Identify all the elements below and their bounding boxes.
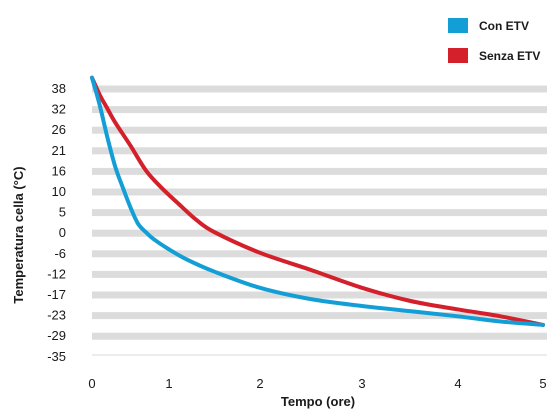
legend: Con ETV Senza ETV bbox=[448, 18, 540, 63]
series-line-1 bbox=[90, 75, 545, 327]
y-tick-label: 26 bbox=[52, 122, 66, 137]
y-tick-label: 10 bbox=[52, 184, 66, 199]
x-tick-label: 3 bbox=[358, 376, 365, 391]
legend-swatch bbox=[448, 18, 468, 33]
series-lines bbox=[90, 75, 545, 327]
grid-band bbox=[92, 167, 547, 175]
x-tick-label: 2 bbox=[256, 376, 263, 391]
x-tick-label: 0 bbox=[88, 376, 95, 391]
x-tick-label: 4 bbox=[454, 376, 461, 391]
y-tick-label: -6 bbox=[54, 246, 66, 261]
x-axis-ticks: 0 1 2 3 4 5 bbox=[88, 376, 546, 391]
y-tick-label: 38 bbox=[52, 81, 66, 96]
y-tick-label: 5 bbox=[59, 205, 66, 220]
legend-label: Con ETV bbox=[479, 19, 529, 33]
grid-band bbox=[92, 250, 547, 258]
grid-band bbox=[92, 147, 547, 155]
y-tick-label: 21 bbox=[52, 143, 66, 158]
x-tick-label: 5 bbox=[539, 376, 546, 391]
grid-band bbox=[92, 126, 547, 134]
y-axis-ticks: 38 32 26 21 16 10 5 0 -6 -12 -17 -23 -29 -35 bbox=[47, 81, 66, 364]
y-tick-label: -23 bbox=[47, 308, 66, 323]
x-tick-label: 1 bbox=[165, 376, 172, 391]
legend-swatch bbox=[448, 48, 468, 63]
grid-band bbox=[92, 229, 547, 237]
grid-band bbox=[92, 332, 547, 340]
grid-band bbox=[92, 188, 547, 196]
y-tick-label: -12 bbox=[47, 266, 66, 281]
series-line-0 bbox=[90, 75, 545, 327]
grid-band bbox=[92, 312, 547, 320]
y-tick-label: -35 bbox=[47, 349, 66, 364]
grid-band bbox=[92, 291, 547, 299]
y-tick-label: -17 bbox=[47, 287, 66, 302]
y-tick-label: 32 bbox=[52, 102, 66, 117]
y-tick-label: 0 bbox=[59, 225, 66, 240]
y-axis-title: Temperatura cella (°C) bbox=[11, 166, 26, 303]
legend-label: Senza ETV bbox=[479, 49, 540, 63]
grid-band bbox=[92, 209, 547, 217]
y-tick-label: 16 bbox=[52, 163, 66, 178]
grid-band bbox=[92, 85, 547, 93]
y-tick-label: -29 bbox=[47, 328, 66, 343]
grid-band bbox=[92, 106, 547, 114]
x-axis-title: Tempo (ore) bbox=[281, 394, 355, 409]
